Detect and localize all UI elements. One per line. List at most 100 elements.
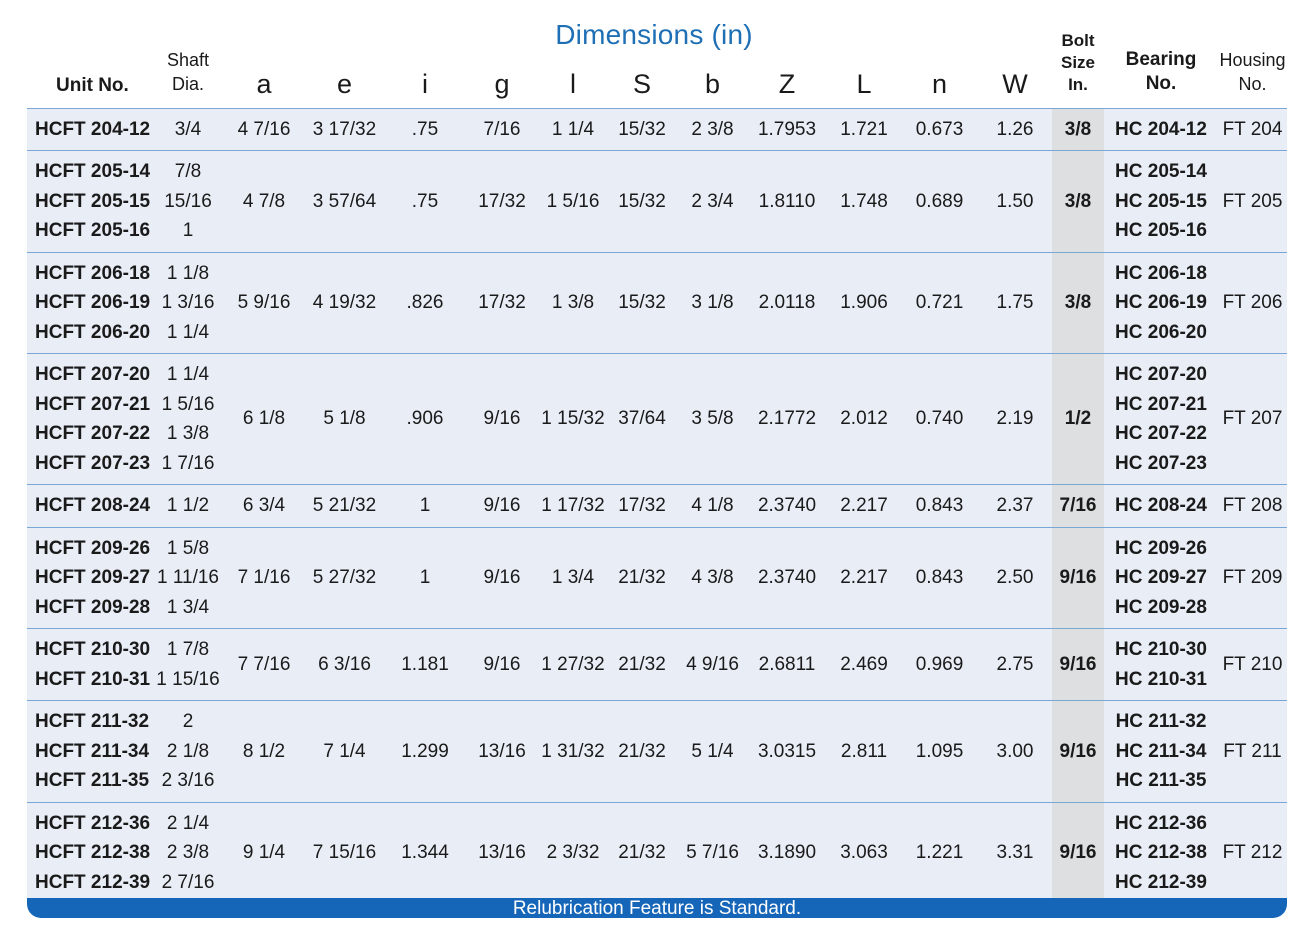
dim-i-cell: 1.181 [386, 628, 464, 701]
header-bolt-size: Bolt Size In. [1052, 0, 1104, 108]
bearing-no-cell-line: HC 210-30 [1115, 639, 1207, 660]
shaft-dia-cell-line: 2 7/16 [161, 871, 215, 893]
dim-b-cell: 3 5/8 [678, 353, 747, 485]
bearing-no-cell: HC 205-14 HC 205-15 HC 205-16 [1104, 150, 1218, 252]
bearing-no-cell-line: HC 211-34 [1115, 740, 1207, 762]
shaft-dia-cell-line: 1 11/16 [157, 567, 219, 588]
dim-l-cell: 1 31/32 [540, 700, 606, 802]
dim-z-cell: 2.0118 [747, 251, 827, 354]
bearing-no-cell-line: HC 206-19 [1115, 292, 1207, 313]
shaft-dia-cell-line: 1 7/8 [166, 639, 210, 660]
unit-no-cell: HCFT 211-32 HCFT 211-34 HCFT 211-35 [27, 700, 151, 802]
dim-b-cell: 2 3/8 [678, 107, 747, 151]
bearing-no-cell: HC 207-20 HC 207-21 HC 207-22 HC 207-23 [1104, 353, 1218, 485]
unit-no-cell: HCFT 208-24 [27, 484, 151, 527]
dim-s-cell: 15/32 [606, 107, 678, 151]
dim-w-cell: 1.26 [978, 107, 1052, 151]
shaft-dia-cell: 1 1/2 [151, 484, 225, 527]
shaft-dia-cell-line: 1 1/2 [166, 495, 210, 516]
table-row: HCFT 211-32 HCFT 211-34 HCFT 211-35 2 2 1/8 2… [27, 700, 1287, 802]
housing-no-cell: FT 209 [1218, 526, 1287, 629]
unit-no-cell-line: HCFT 207-20 [35, 364, 151, 385]
bearing-no-cell-line: HC 205-14 [1115, 161, 1207, 182]
dim-a-cell: 6 3/4 [225, 484, 303, 527]
dim-a-cell: 4 7/8 [225, 150, 303, 252]
header-dim-a: a [256, 68, 272, 99]
shaft-dia-cell-line: 1 3/8 [166, 423, 210, 444]
dim-i-cell: .826 [386, 251, 464, 354]
bolt-size-cell: 9/16 [1052, 526, 1104, 629]
shaft-dia-cell: 3/4 [151, 107, 225, 151]
dim-n-cell: 0.969 [901, 628, 978, 701]
housing-no-cell: FT 207 [1218, 353, 1287, 485]
shaft-dia-cell-line: 2 1/8 [166, 740, 210, 762]
bearing-no-cell-line: HC 205-16 [1115, 220, 1207, 241]
dim-i-cell: 1 [386, 526, 464, 629]
bolt-size-cell: 7/16 [1052, 484, 1104, 527]
dim-i-cell: .906 [386, 353, 464, 485]
bearing-no-cell-line: HC 204-12 [1115, 118, 1207, 140]
shaft-dia-cell-line: 3/4 [174, 118, 202, 140]
dim-z-cell: 2.3740 [747, 526, 827, 629]
unit-no-cell-line: HCFT 212-36 [35, 812, 151, 834]
dim-b-cell: 5 7/16 [678, 801, 747, 903]
dim-i-cell: .75 [386, 150, 464, 252]
dim-s-cell: 21/32 [606, 700, 678, 802]
dim-w-cell: 2.19 [978, 353, 1052, 485]
dim-L-cell: 2.217 [827, 484, 901, 527]
bolt-size-cell: 3/8 [1052, 251, 1104, 354]
bearing-no-cell-line: HC 209-26 [1115, 537, 1207, 559]
dim-l-cell: 1 15/32 [540, 353, 606, 485]
table-header: Unit No. Shaft Dia. a e i g l S b Z L n W… [27, 0, 1287, 108]
dim-L-cell: 1.906 [827, 251, 901, 354]
dim-z-cell: 2.3740 [747, 484, 827, 527]
dim-z-cell: 3.0315 [747, 700, 827, 802]
shaft-dia-cell-line: 15/16 [164, 190, 212, 212]
shaft-dia-cell: 1 1/8 1 3/16 1 1/4 [151, 251, 225, 354]
dim-e-cell: 5 21/32 [303, 484, 386, 527]
dim-l-cell: 1 5/16 [540, 150, 606, 252]
bearing-no-cell: HC 212-36 HC 212-38 HC 212-39 [1104, 801, 1218, 903]
unit-no-cell: HCFT 205-14 HCFT 205-15 HCFT 205-16 [27, 150, 151, 252]
dim-l-cell: 1 3/4 [540, 526, 606, 629]
unit-no-cell-line: HCFT 208-24 [35, 495, 151, 516]
dim-a-cell: 8 1/2 [225, 700, 303, 802]
dim-w-cell: 2.37 [978, 484, 1052, 527]
bolt-size-cell: 3/8 [1052, 107, 1104, 151]
unit-no-cell-line: HCFT 210-30 [35, 639, 151, 660]
bearing-spec-table: Unit No. Shaft Dia. a e i g l S b Z L n W… [27, 0, 1287, 903]
bearing-no-cell-line: HC 207-23 [1115, 452, 1207, 474]
dim-n-cell: 1.221 [901, 801, 978, 903]
unit-no-cell-line: HCFT 207-23 [35, 452, 151, 474]
dim-g-cell: 13/16 [464, 801, 540, 903]
shaft-dia-cell: 2 2 1/8 2 3/16 [151, 700, 225, 802]
dim-e-cell: 4 19/32 [303, 251, 386, 354]
unit-no-cell-line: HCFT 207-22 [35, 423, 151, 444]
unit-no-cell: HCFT 207-20 HCFT 207-21 HCFT 207-22 HCFT 20… [27, 353, 151, 485]
dim-g-cell: 17/32 [464, 251, 540, 354]
bearing-no-cell-line: HC 212-36 [1115, 812, 1207, 834]
dim-e-cell: 3 57/64 [303, 150, 386, 252]
dim-e-cell: 7 1/4 [303, 700, 386, 802]
dim-z-cell: 1.7953 [747, 107, 827, 151]
bolt-size-cell: 9/16 [1052, 628, 1104, 701]
dim-s-cell: 21/32 [606, 526, 678, 629]
unit-no-cell-line: HCFT 210-31 [35, 668, 151, 690]
bearing-no-cell-line: HC 208-24 [1115, 495, 1207, 516]
shaft-dia-cell: 7/8 15/16 1 [151, 150, 225, 252]
unit-no-cell: HCFT 210-30 HCFT 210-31 [27, 628, 151, 701]
shaft-dia-cell: 2 1/4 2 3/8 2 7/16 [151, 801, 225, 903]
bearing-no-cell-line: HC 210-31 [1115, 668, 1207, 690]
shaft-dia-cell: 1 1/4 1 5/16 1 3/8 1 7/16 [151, 353, 225, 485]
shaft-dia-cell-line: 1 3/16 [161, 292, 215, 313]
unit-no-cell: HCFT 212-36 HCFT 212-38 HCFT 212-39 [27, 801, 151, 903]
bolt-size-cell: 9/16 [1052, 700, 1104, 802]
dim-L-cell: 2.811 [827, 700, 901, 802]
bearing-no-cell-line: HC 207-22 [1115, 423, 1207, 444]
dim-L-cell: 1.748 [827, 150, 901, 252]
unit-no-cell: HCFT 209-26 HCFT 209-27 HCFT 209-28 [27, 526, 151, 629]
dim-s-cell: 37/64 [606, 353, 678, 485]
dim-l-cell: 2 3/32 [540, 801, 606, 903]
dim-L-cell: 2.012 [827, 353, 901, 485]
unit-no-cell-line: HCFT 211-34 [35, 740, 150, 762]
